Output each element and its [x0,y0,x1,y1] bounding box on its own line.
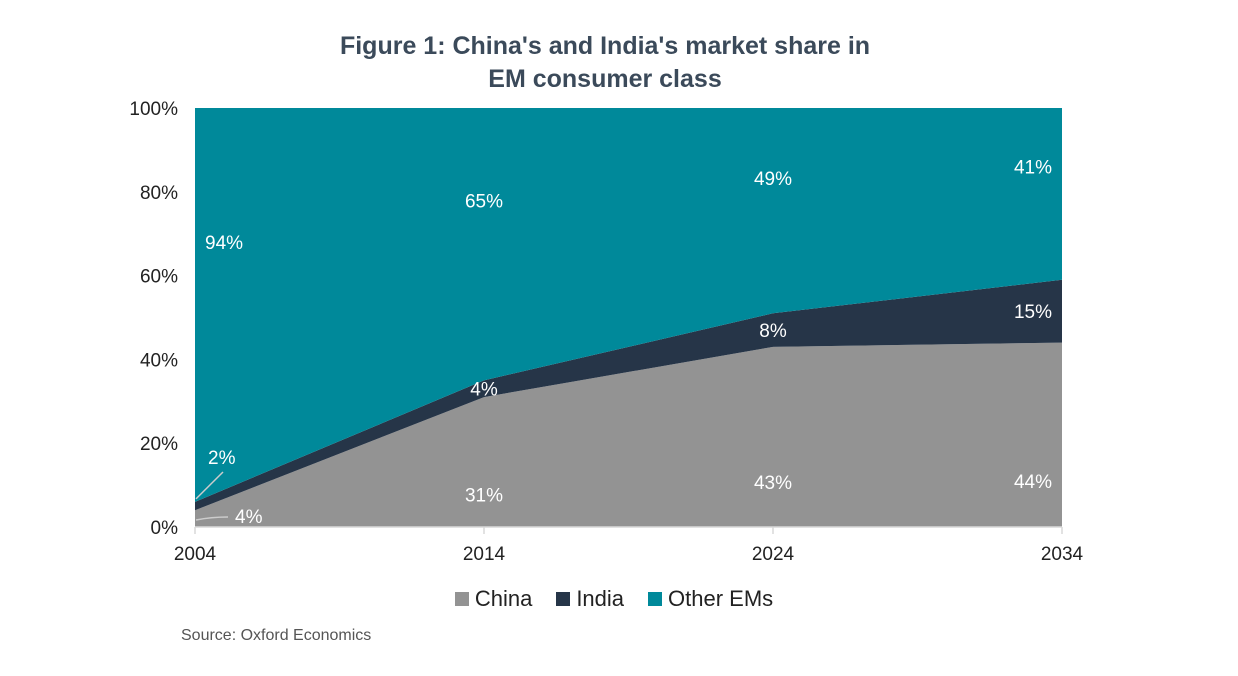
source-note: Source: Oxford Economics [181,627,372,644]
legend-label-china: China [474,586,533,611]
x-tick-label: 2024 [752,544,795,565]
legend-item-other-ems: Other EMs [648,586,773,612]
y-tick-label: 80% [140,183,178,204]
data-labels: 4% 31% 43% 44% 2% 4% 8% 15% 94% 65% 49% 41% [195,157,1052,528]
legend-label-other-ems: Other EMs [668,586,774,611]
area-other-ems [195,108,1062,502]
area-layers [195,108,1062,527]
x-tick-label: 2034 [1041,544,1084,565]
data-label-other-ems: 65% [465,192,503,213]
area-india [195,279,1062,511]
legend-label-india: India [576,586,625,611]
y-tick-label: 40% [140,350,178,371]
legend-swatch-india [556,592,571,606]
y-tick-label: 0% [151,518,179,539]
legend-swatch-china [454,592,469,606]
data-label-china: 43% [754,473,792,494]
area-china [195,342,1062,527]
data-label-other-ems: 94% [205,233,243,254]
x-tick-label: 2004 [174,544,217,565]
data-label-china: 44% [1014,472,1052,493]
data-label-india: 8% [759,321,787,342]
data-label-other-ems: 41% [1014,157,1052,178]
y-tick-label: 100% [129,99,178,120]
data-label-india: 2% [208,448,236,469]
chart-title-line-2: EM consumer class [488,65,722,93]
legend-swatch-other-ems [648,592,663,606]
data-label-india: 15% [1014,302,1052,323]
leader-line-india [195,471,224,500]
legend-item-china: China [454,586,533,612]
axes: 0% 20% 40% 60% 80% 100% 2004 2014 2024 2034 [129,99,1083,565]
chart-title: Figure 1: China's and India's market sha… [0,30,1210,96]
legend: China India Other EMs [0,586,1228,612]
legend-item-india: India [556,586,624,612]
chart-title-line-1: Figure 1: China's and India's market sha… [339,32,871,60]
x-tick-label: 2014 [463,544,506,565]
y-tick-label: 20% [140,434,178,455]
data-label-india: 4% [470,380,498,401]
data-label-china: 31% [465,486,503,507]
data-label-china: 4% [235,507,263,528]
leader-line-china [195,516,229,521]
y-tick-label: 60% [140,267,178,288]
data-label-other-ems: 49% [754,169,792,190]
